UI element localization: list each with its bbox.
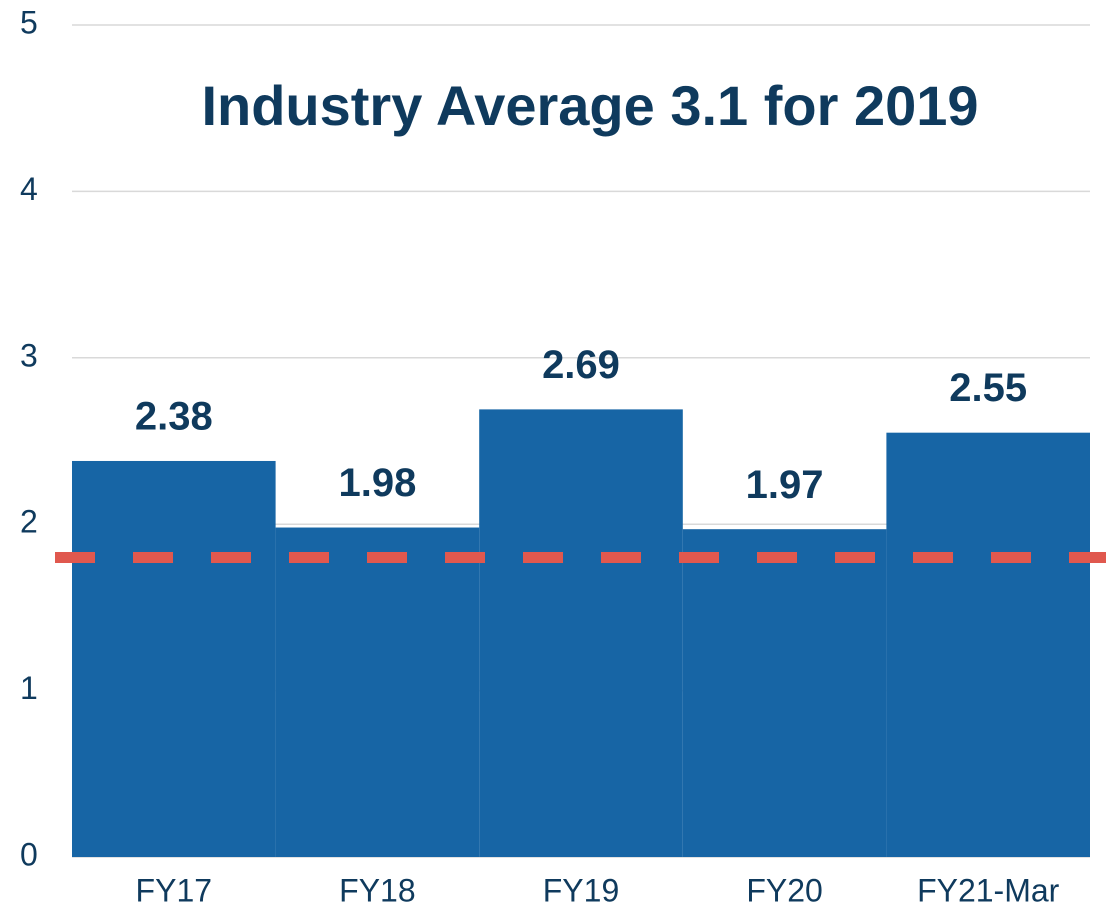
data-label: 1.97 — [746, 463, 824, 507]
data-label: 2.55 — [949, 366, 1027, 410]
x-tick-label: FY17 — [136, 872, 212, 908]
x-tick-label: FY21-Mar — [917, 872, 1060, 908]
y-tick-label: 1 — [20, 670, 38, 706]
chart-title: Industry Average 3.1 for 2019 — [201, 74, 978, 137]
y-tick-label: 5 — [20, 4, 38, 40]
y-tick-label: 2 — [20, 504, 38, 540]
bar — [275, 527, 480, 857]
x-tick-label: FY18 — [339, 872, 415, 908]
data-label: 2.69 — [542, 343, 620, 387]
x-tick-label: FY20 — [746, 872, 822, 908]
bar — [72, 460, 276, 857]
y-tick-label: 3 — [20, 337, 38, 373]
bar — [886, 432, 1090, 857]
bar — [479, 409, 683, 857]
data-label: 1.98 — [338, 461, 416, 505]
x-tick-label: FY19 — [543, 872, 619, 908]
y-tick-label: 0 — [20, 836, 38, 872]
data-label: 2.38 — [135, 395, 213, 439]
y-tick-label: 4 — [20, 171, 38, 207]
bars — [72, 409, 1090, 857]
bar — [682, 529, 887, 857]
